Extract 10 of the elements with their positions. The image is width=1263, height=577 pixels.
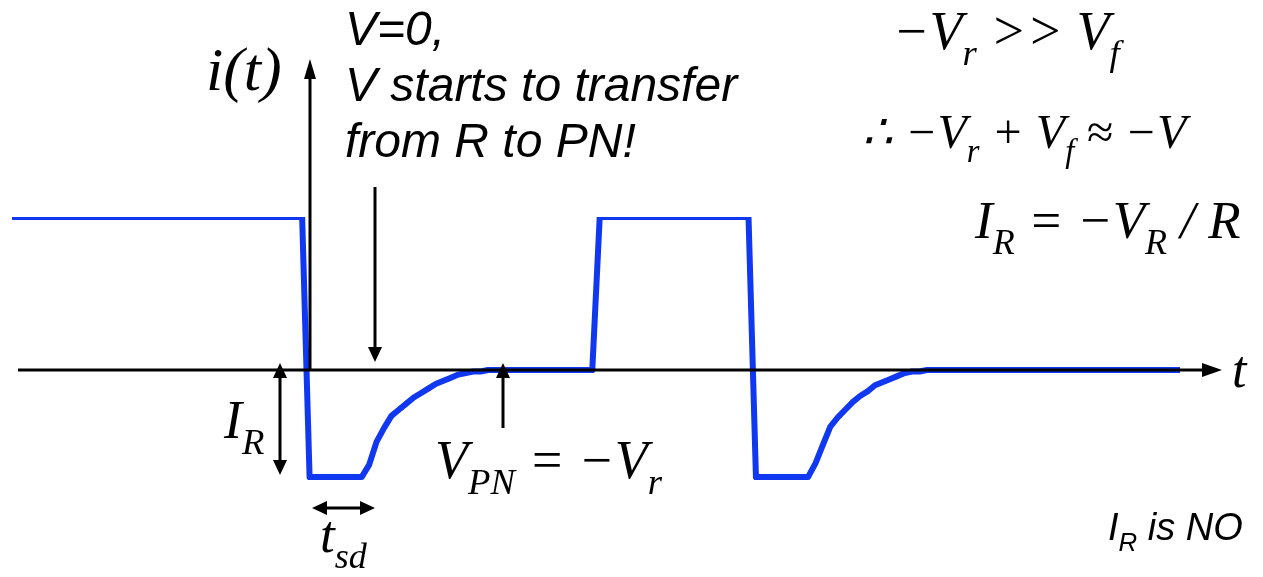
text: t$_{sd}$: [320, 505, 368, 576]
text: ∴ −V$_{r}$ + V$_{f}$ ≈ −V: [862, 105, 1191, 170]
text: −V$_{r}$ >> V$_{f}$: [893, 1, 1125, 74]
x-axis-title: t: [1232, 341, 1248, 398]
annotation: I$_{R}$: [223, 390, 265, 463]
annotation: V$_{PN}$ = −V$_{r}$: [435, 430, 663, 503]
annotation: I$_{R}$ = −V$_{R}$ / R: [974, 191, 1241, 262]
y-axis-title: i(t): [206, 35, 282, 104]
text: I$_{R}$ is NO: [1108, 506, 1243, 557]
text: V=0, V starts to transfer from R to PN!: [345, 2, 740, 167]
